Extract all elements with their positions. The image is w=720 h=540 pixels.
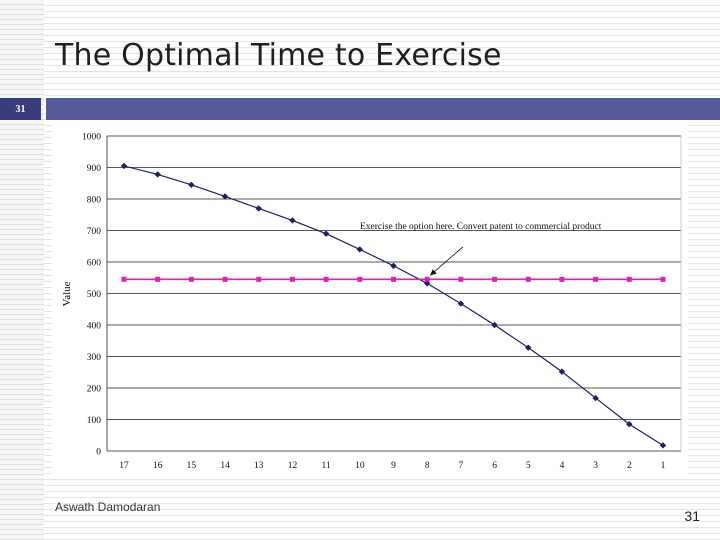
annotation-text: Exercise the option here. Convert patent… bbox=[360, 222, 602, 232]
data-point bbox=[593, 276, 599, 282]
y-tick-label: 100 bbox=[87, 416, 102, 426]
x-tick-label: 13 bbox=[254, 461, 264, 471]
x-tick-label: 1 bbox=[661, 461, 666, 471]
x-tick-label: 10 bbox=[355, 461, 365, 471]
x-tick-label: 9 bbox=[391, 461, 396, 471]
chart-container: 0 100 200 300 400 500 600 700 800 900 1000 17 16 15 1… bbox=[52, 124, 688, 474]
x-tick-label: 11 bbox=[322, 461, 331, 471]
data-point bbox=[391, 276, 396, 282]
data-point bbox=[120, 162, 128, 170]
series-line-0 bbox=[123, 165, 664, 446]
data-point bbox=[256, 276, 262, 282]
y-tick-label: 800 bbox=[87, 196, 102, 206]
data-point bbox=[390, 262, 397, 269]
data-point bbox=[525, 344, 532, 351]
data-point bbox=[659, 442, 667, 449]
y-tick-label: 0 bbox=[96, 448, 101, 458]
x-tick-label: 16 bbox=[153, 461, 163, 471]
data-point bbox=[558, 368, 566, 375]
data-point bbox=[458, 276, 464, 282]
annotation-arrow bbox=[429, 246, 464, 276]
x-tick-label: 14 bbox=[220, 461, 230, 471]
data-point bbox=[492, 276, 498, 282]
chart-annotation: Exercise the option here. Convert patent… bbox=[360, 222, 602, 276]
chart-series bbox=[120, 162, 667, 449]
y-tick-label: 700 bbox=[87, 227, 102, 237]
data-point bbox=[121, 276, 127, 282]
data-point bbox=[155, 276, 161, 282]
data-point bbox=[357, 276, 363, 282]
data-point bbox=[525, 276, 531, 282]
data-point bbox=[221, 193, 229, 200]
data-point bbox=[255, 205, 262, 212]
x-tick-label: 4 bbox=[560, 461, 565, 471]
data-point bbox=[289, 217, 296, 224]
y-axis-ticks: 0 100 200 300 400 500 600 700 800 900 1000 bbox=[82, 133, 101, 458]
annotation-arrowhead bbox=[430, 269, 437, 276]
data-point bbox=[660, 276, 666, 282]
slide-number-badge: 31 bbox=[0, 98, 41, 120]
data-point bbox=[222, 276, 228, 282]
data-point bbox=[356, 246, 364, 253]
y-tick-label: 400 bbox=[87, 322, 102, 332]
page-number: 31 bbox=[684, 508, 700, 524]
data-point bbox=[322, 230, 330, 237]
data-point bbox=[491, 321, 498, 329]
data-point bbox=[559, 276, 565, 282]
data-point bbox=[154, 171, 161, 178]
x-tick-label: 12 bbox=[288, 461, 298, 471]
y-tick-label: 500 bbox=[87, 290, 102, 300]
y-axis-label: Value bbox=[61, 281, 73, 306]
x-tick-label: 17 bbox=[119, 461, 129, 471]
y-tick-label: 200 bbox=[87, 385, 102, 395]
data-point bbox=[188, 181, 195, 189]
slide-title: The Optimal Time to Exercise bbox=[55, 38, 502, 73]
data-point bbox=[592, 394, 599, 402]
data-point bbox=[289, 276, 295, 282]
author-footer: Aswath Damodaran bbox=[55, 500, 161, 514]
y-tick-label: 600 bbox=[87, 259, 102, 269]
chart-grid bbox=[106, 135, 682, 452]
data-point bbox=[626, 276, 632, 282]
data-point bbox=[323, 276, 329, 282]
x-tick-label: 6 bbox=[492, 461, 497, 471]
x-tick-label: 2 bbox=[627, 461, 632, 471]
y-tick-label: 300 bbox=[87, 353, 102, 363]
data-point bbox=[188, 276, 194, 282]
x-tick-label: 8 bbox=[425, 461, 430, 471]
data-point bbox=[424, 276, 430, 282]
left-decorative-strip bbox=[0, 0, 44, 540]
x-tick-label: 3 bbox=[593, 461, 598, 471]
y-tick-label: 900 bbox=[87, 164, 102, 174]
header-accent-bar bbox=[46, 98, 720, 120]
x-axis-ticks: 17 16 15 14 13 12 11 10 9 8 7 6 5 4 3 2 1 bbox=[119, 461, 665, 471]
data-point bbox=[626, 421, 633, 428]
x-tick-label: 7 bbox=[459, 461, 464, 471]
x-tick-label: 15 bbox=[187, 461, 197, 471]
y-tick-label: 1000 bbox=[82, 133, 101, 143]
x-tick-label: 5 bbox=[526, 461, 531, 471]
data-point bbox=[457, 300, 465, 307]
